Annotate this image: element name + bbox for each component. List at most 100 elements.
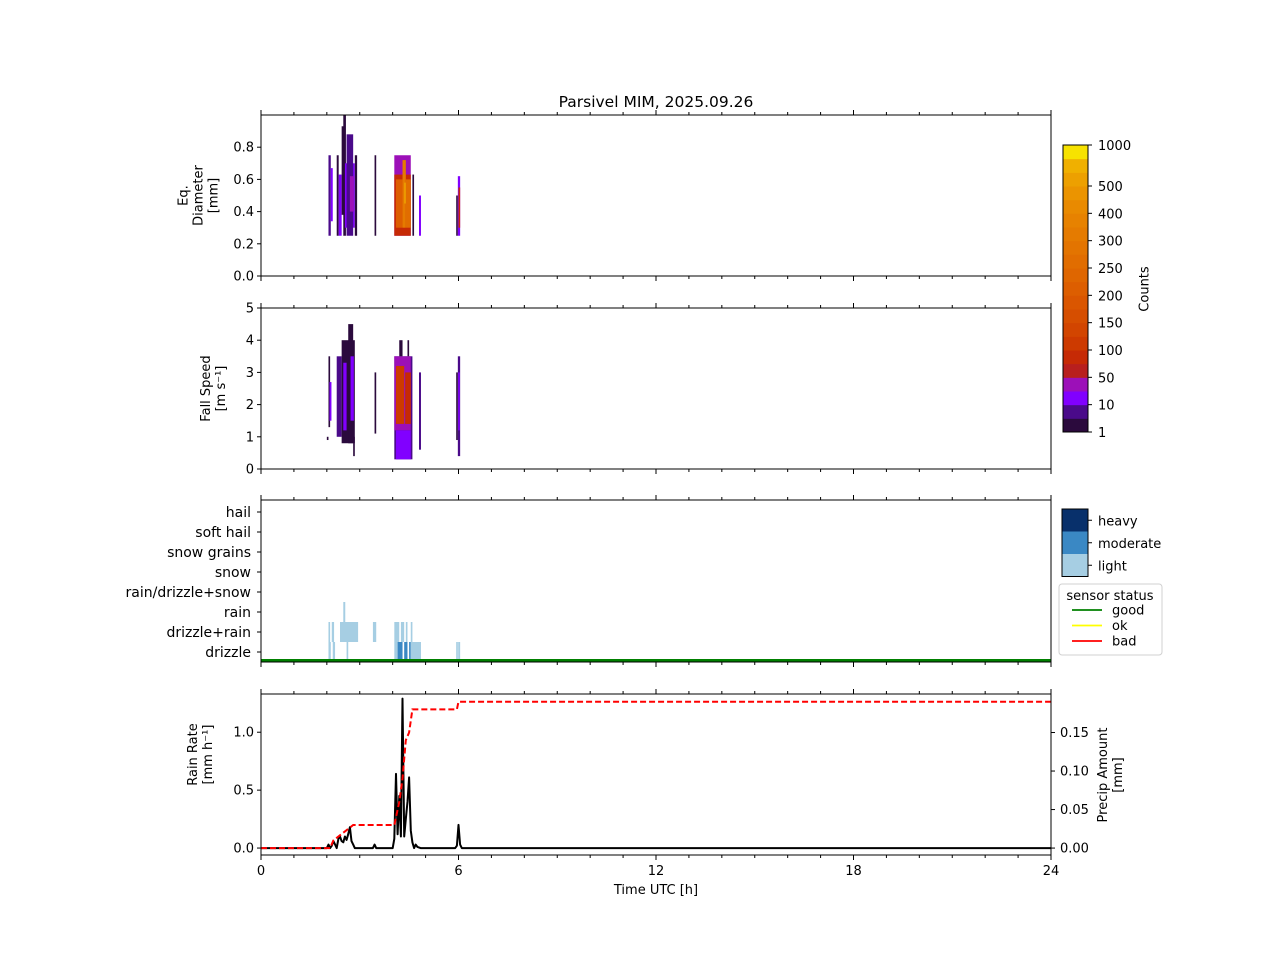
colorbar-segment bbox=[1063, 418, 1088, 433]
precip-type-bar bbox=[419, 642, 421, 662]
counts-colorbar: 1 10 50 100 150 200 250 300 400 500 1000 Counts bbox=[1062, 139, 1153, 441]
fall-speed-panel: 0 1 2 3 4 5 Fall Speed [m s⁻¹] bbox=[199, 302, 1052, 478]
y2-axis-label: [mm] bbox=[1111, 757, 1126, 792]
heatmap-cell bbox=[343, 362, 347, 431]
heatmap-cell bbox=[456, 195, 458, 236]
heatmap-cell bbox=[399, 340, 403, 357]
colorbar-segment bbox=[1063, 363, 1088, 378]
heatmap-cell bbox=[374, 372, 377, 434]
heatmap-cell bbox=[404, 182, 406, 204]
colorbar-segment bbox=[1063, 254, 1088, 269]
precip-amount-line bbox=[261, 700, 1051, 850]
heatmap-cell bbox=[374, 155, 377, 236]
intensity-swatch bbox=[1062, 509, 1088, 532]
heatmap-cell bbox=[458, 372, 460, 431]
colorbar-segment bbox=[1063, 172, 1088, 187]
precip-type-bar bbox=[328, 642, 331, 662]
rain-rate-panel: 0 6 12 18 24 0.0 0.5 1.0 0.00 0.05 0.10 0.15 Rain Ra… bbox=[186, 689, 1126, 879]
heatmap-cell bbox=[419, 372, 421, 450]
precip-type-bar bbox=[410, 622, 413, 642]
y-axis-label: [m s⁻¹] bbox=[214, 366, 229, 412]
y-axis-label: [mm h⁻¹] bbox=[201, 725, 216, 785]
colorbar-segment bbox=[1063, 227, 1088, 242]
intensity-label: heavy bbox=[1098, 514, 1138, 529]
colorbar-tick-label: 1 bbox=[1098, 426, 1106, 441]
diameter-panel: 0.0 0.2 0.4 0.6 0.8 Eq. Diameter [mm] bbox=[177, 110, 1052, 285]
legend-label-ok: ok bbox=[1112, 619, 1128, 634]
intensity-swatch bbox=[1062, 554, 1088, 577]
heatmap-cell bbox=[354, 155, 358, 236]
precip-type-bar bbox=[409, 642, 411, 662]
precip-type-bar bbox=[331, 622, 335, 642]
chart-title: Parsivel MIM, 2025.09.26 bbox=[559, 93, 754, 111]
heatmap-cell bbox=[419, 195, 421, 236]
precip-type-bar bbox=[458, 642, 461, 662]
colorbar-label: Counts bbox=[1138, 266, 1153, 312]
heatmap-cell bbox=[336, 356, 342, 437]
y2-tick-label: 0.05 bbox=[1060, 803, 1089, 818]
colorbar-segment bbox=[1063, 295, 1088, 310]
legend-label-good: good bbox=[1112, 604, 1144, 619]
axes-frame bbox=[260, 693, 1052, 856]
category-label: hail bbox=[226, 505, 251, 521]
y-axis-label: [mm] bbox=[207, 178, 222, 213]
y-axis-label: Rain Rate bbox=[186, 723, 201, 786]
x-tick-label: 18 bbox=[845, 864, 862, 879]
precip-type-bar bbox=[400, 622, 405, 642]
colorbar-tick-label: 250 bbox=[1098, 262, 1123, 277]
y-tick-label: 0.0 bbox=[233, 842, 254, 857]
heatmap-cell bbox=[458, 187, 461, 228]
legend-label-bad: bad bbox=[1112, 635, 1136, 650]
colorbar-tick-label: 300 bbox=[1098, 235, 1123, 250]
y2-tick-label: 0.10 bbox=[1060, 765, 1089, 780]
precip-type-bar bbox=[346, 642, 349, 662]
colorbar-segment bbox=[1063, 281, 1088, 296]
heatmap-cell bbox=[336, 155, 339, 236]
heatmap-cell bbox=[405, 372, 411, 424]
precip-type-bar bbox=[343, 602, 346, 622]
precip-type-bar bbox=[340, 622, 359, 642]
colorbar-segment bbox=[1063, 186, 1088, 201]
x-tick-label: 12 bbox=[648, 864, 665, 879]
colorbar-tick-label: 10 bbox=[1098, 399, 1115, 414]
colorbar-tick-label: 50 bbox=[1098, 371, 1115, 386]
colorbar-tick-label: 500 bbox=[1098, 180, 1123, 195]
intensity-label: light bbox=[1098, 559, 1127, 574]
category-label: rain bbox=[224, 605, 251, 621]
y-tick-label: 0.2 bbox=[233, 237, 254, 252]
heatmap-cell bbox=[412, 174, 415, 236]
y-tick-label: 3 bbox=[246, 366, 254, 381]
y2-tick-label: 0.00 bbox=[1060, 842, 1089, 857]
heatmap-cell bbox=[328, 155, 331, 236]
category-label: snow bbox=[215, 565, 251, 581]
intensity-label: moderate bbox=[1098, 537, 1161, 552]
colorbar-segment bbox=[1063, 268, 1088, 283]
colorbar-segment bbox=[1063, 240, 1088, 255]
heatmap-cell bbox=[395, 430, 411, 460]
y-tick-label: 0 bbox=[246, 463, 254, 478]
y-tick-label: 4 bbox=[246, 334, 254, 349]
colorbar-segment bbox=[1063, 336, 1088, 351]
precip-type-bar bbox=[410, 642, 419, 662]
precip-type-bar bbox=[456, 642, 458, 662]
axes-frame bbox=[260, 114, 1052, 277]
y-tick-label: 0.4 bbox=[233, 205, 254, 220]
heatmap-cell bbox=[350, 356, 354, 421]
precip-type-bar bbox=[394, 642, 398, 662]
y-tick-label: 1.0 bbox=[233, 726, 254, 741]
heatmap-cell bbox=[395, 365, 405, 424]
y-tick-label: 2 bbox=[246, 398, 254, 413]
colorbar-frame bbox=[1062, 144, 1089, 433]
colorbar-segment bbox=[1063, 158, 1088, 173]
colorbar-segment bbox=[1063, 350, 1088, 365]
intensity-legend: heavy moderate light bbox=[1061, 508, 1161, 577]
x-tick-label: 0 bbox=[257, 864, 265, 879]
y-axis-label: Fall Speed bbox=[199, 355, 214, 421]
heatmap-cell bbox=[407, 340, 410, 357]
heatmap-cell bbox=[456, 372, 458, 441]
x-axis-label: Time UTC [h] bbox=[613, 883, 698, 898]
x-tick-label: 6 bbox=[454, 864, 462, 879]
y-tick-label: 1 bbox=[246, 430, 254, 445]
